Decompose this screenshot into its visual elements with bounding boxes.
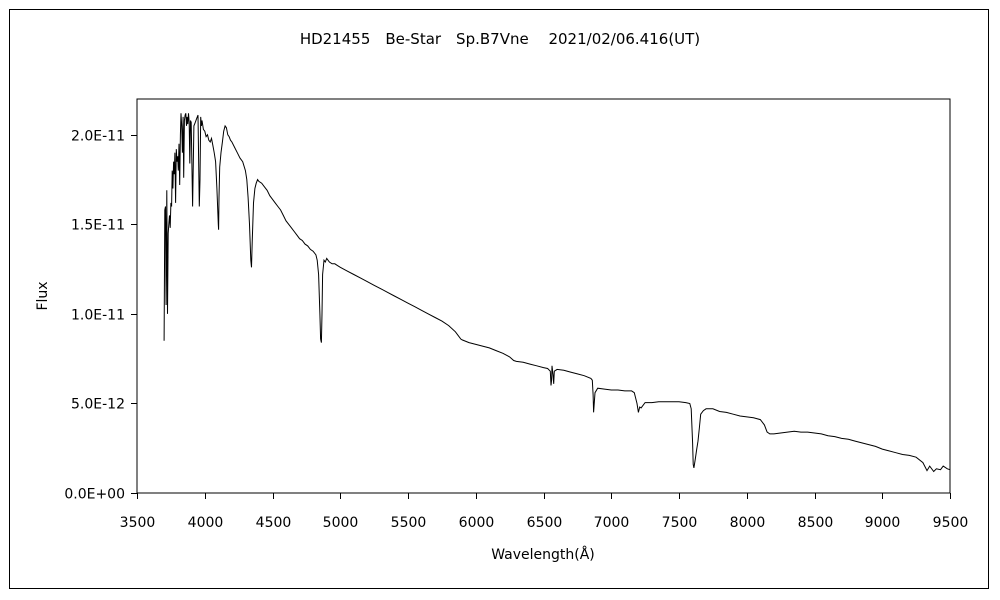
y-axis-title: Flux	[35, 281, 51, 310]
x-tick-label: 3500	[120, 515, 156, 531]
y-tick-label: 1.5E-11	[71, 218, 125, 234]
x-tick-label: 9500	[933, 515, 969, 531]
x-tick-label: 5000	[323, 515, 359, 531]
x-tick-label: 4500	[256, 515, 292, 531]
y-axis: 0.0E+00 5.0E-12 1.0E-11 1.5E-11 2.0E-11	[64, 129, 137, 503]
x-axis-title: Wavelength(Å)	[491, 546, 595, 563]
y-tick-label: 5.0E-12	[71, 397, 125, 413]
x-tick-label: 9000	[865, 515, 901, 531]
x-tick-label: 7500	[662, 515, 698, 531]
y-tick-label: 0.0E+00	[64, 487, 125, 503]
y-tick-label: 2.0E-11	[71, 129, 125, 145]
x-tick-label: 8000	[730, 515, 766, 531]
spectrum-line	[163, 113, 951, 473]
x-tick-label: 6000	[459, 515, 495, 531]
x-tick-label: 5500	[391, 515, 427, 531]
x-tick-label: 4000	[188, 515, 224, 531]
x-axis: 3500 4000 4500 5000 5500 6000 6500 7000 7500 8000…	[120, 493, 969, 531]
x-tick-label: 7000	[594, 515, 630, 531]
x-tick-label: 6500	[527, 515, 563, 531]
x-tick-label: 8500	[798, 515, 834, 531]
plot-area	[136, 98, 951, 494]
y-tick-label: 1.0E-11	[71, 308, 125, 324]
chart-title: HD21455 Be-Star Sp.B7Vne 2021/02/06.416(…	[300, 30, 700, 48]
